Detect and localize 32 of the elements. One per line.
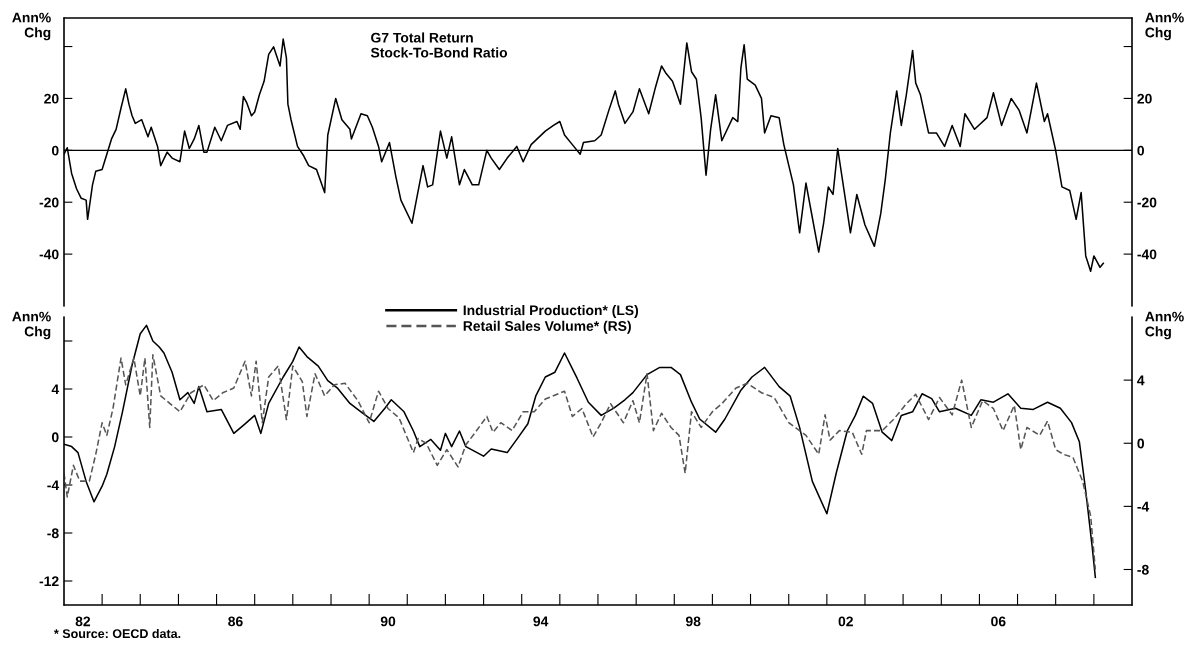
legend-label: Retail Sales Volume* (RS) xyxy=(463,320,631,334)
y2-tick-label: -40 xyxy=(1137,249,1157,260)
y2-tick-label: 20 xyxy=(1137,93,1152,104)
y2-axis-title: Ann% Chg xyxy=(1145,311,1184,340)
y2-tick-label: 0 xyxy=(1137,438,1145,449)
x-tick-label: 94 xyxy=(533,616,549,627)
y2-tick-label: 0 xyxy=(1137,145,1145,156)
y-tick-label: 0 xyxy=(51,145,59,156)
x-tick-label: 02 xyxy=(838,616,853,627)
y-tick-label: -12 xyxy=(39,576,59,587)
text: G7 Total Return Stock-To-Bond Ratio xyxy=(370,32,508,58)
y-tick-label: -4 xyxy=(47,480,60,491)
x-tick-label: 06 xyxy=(991,616,1006,627)
y2-tick-label: -8 xyxy=(1137,564,1149,575)
y-tick-label: 0 xyxy=(51,432,59,443)
x-tick-label: 82 xyxy=(75,616,91,627)
y-tick-label: -20 xyxy=(39,197,59,208)
y2-axis-title: Ann% Chg xyxy=(1145,12,1184,41)
x-tick-label: 98 xyxy=(685,616,701,627)
x-tick-label: 86 xyxy=(228,616,243,627)
y-axis-title: Ann% Chg xyxy=(12,12,51,41)
text: * Source: OECD data. xyxy=(53,628,181,639)
y-tick-label: 20 xyxy=(44,93,59,104)
y-axis-title: Ann% Chg xyxy=(12,311,51,340)
y2-tick-label: -4 xyxy=(1137,501,1150,512)
y-tick-label: -8 xyxy=(47,528,59,539)
y2-tick-label: -20 xyxy=(1137,197,1157,208)
x-tick-label: 90 xyxy=(380,616,396,627)
y-tick-label: -40 xyxy=(39,249,59,260)
y2-tick-label: 4 xyxy=(1137,375,1145,386)
legend-label: Industrial Production* (LS) xyxy=(463,305,639,318)
y-tick-label: 4 xyxy=(51,384,60,395)
